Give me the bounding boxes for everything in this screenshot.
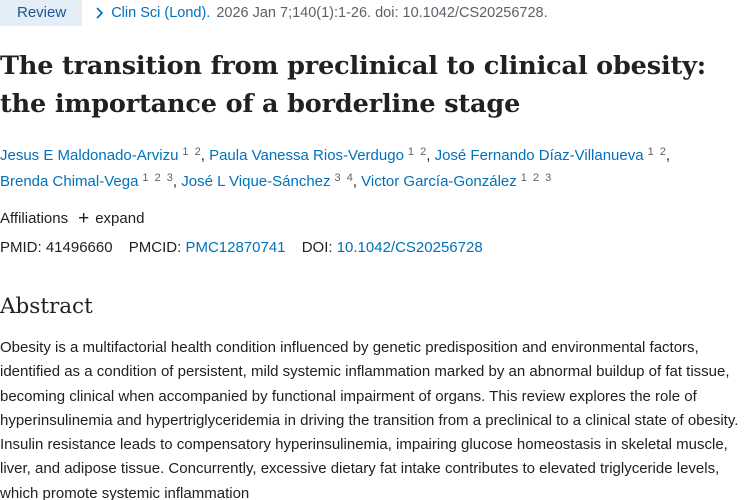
author-affiliation-refs[interactable]: 1 2 3 — [142, 172, 173, 184]
author-link[interactable]: José L Vique-Sánchez — [181, 173, 331, 190]
abstract-text: Obesity is a multifactorial health condi… — [0, 339, 739, 500]
author-affiliation-refs[interactable]: 1 2 3 — [520, 172, 552, 184]
chevron-right-icon[interactable] — [93, 6, 106, 20]
pmcid-label: PMCID: — [128, 239, 182, 256]
article-title: The transition from preclinical to clini… — [0, 51, 707, 119]
author-separator: , — [665, 147, 671, 164]
author-affiliation-refs[interactable]: 1 2 — [182, 146, 201, 158]
author-item: José L Vique-Sánchez 3 4 — [181, 172, 353, 191]
author-item: Brenda Chimal-Vega 1 2 3 — [0, 172, 173, 191]
author-affiliation-refs[interactable]: 1 2 — [647, 146, 666, 158]
doi-link[interactable]: 10.1042/CS20256728 — [336, 239, 483, 256]
author-item: Jesus E Maldonado-Arvizu 1 2 — [0, 146, 201, 165]
author-separator: , — [200, 147, 210, 164]
author-separator: , — [426, 147, 435, 164]
author-link[interactable]: José Fernando Díaz-Villanueva — [434, 147, 644, 164]
author-link[interactable]: Jesus E Maldonado-Arvizu — [0, 147, 179, 164]
pmcid-link[interactable]: PMC12870741 — [185, 239, 286, 256]
author-item: Paula Vanessa Rios-Verdugo 1 2 — [209, 146, 427, 165]
plus-icon: + — [78, 208, 90, 229]
identifiers-row: PMID: 41496660 PMCID: PMC12870741 DOI: 1… — [0, 237, 483, 259]
author-separator: , — [172, 173, 182, 190]
citation-details: 2026 Jan 7;140(1):1-26. doi: 10.1042/CS2… — [216, 5, 548, 21]
pmid-value: 41496660 — [45, 239, 113, 256]
author-affiliation-refs[interactable]: 1 2 — [407, 146, 427, 158]
author-affiliation-refs[interactable]: 3 4 — [334, 172, 353, 184]
author-link[interactable]: Victor García-González — [361, 173, 517, 190]
author-list: Jesus E Maldonado-Arvizu 1 2, Paula Vanes… — [0, 143, 750, 195]
author-link[interactable]: Paula Vanessa Rios-Verdugo — [209, 147, 404, 164]
affiliations-label: Affiliations — [0, 210, 69, 227]
affiliations-expand-button[interactable]: + expand — [78, 208, 144, 230]
doi-label: DOI: — [301, 239, 333, 256]
affiliations-row: Affiliations + expand — [0, 208, 144, 230]
author-item: José Fernando Díaz-Villanueva 1 2 — [434, 146, 666, 165]
citation: Clin Sci (Lond). 2026 Jan 7;140(1):1-26.… — [93, 5, 548, 21]
article-meta-line: Review Clin Sci (Lond). 2026 Jan 7;140(1… — [0, 0, 548, 26]
pmid-label: PMID: — [0, 239, 42, 256]
author-link[interactable]: Brenda Chimal-Vega — [0, 173, 139, 190]
article-type-badge: Review — [0, 0, 83, 26]
abstract-heading: Abstract — [0, 294, 93, 319]
journal-link[interactable]: Clin Sci (Lond). — [111, 5, 211, 21]
author-separator: , — [352, 173, 362, 190]
author-item: Victor García-González 1 2 3 — [361, 172, 552, 191]
expand-label: expand — [95, 210, 145, 227]
